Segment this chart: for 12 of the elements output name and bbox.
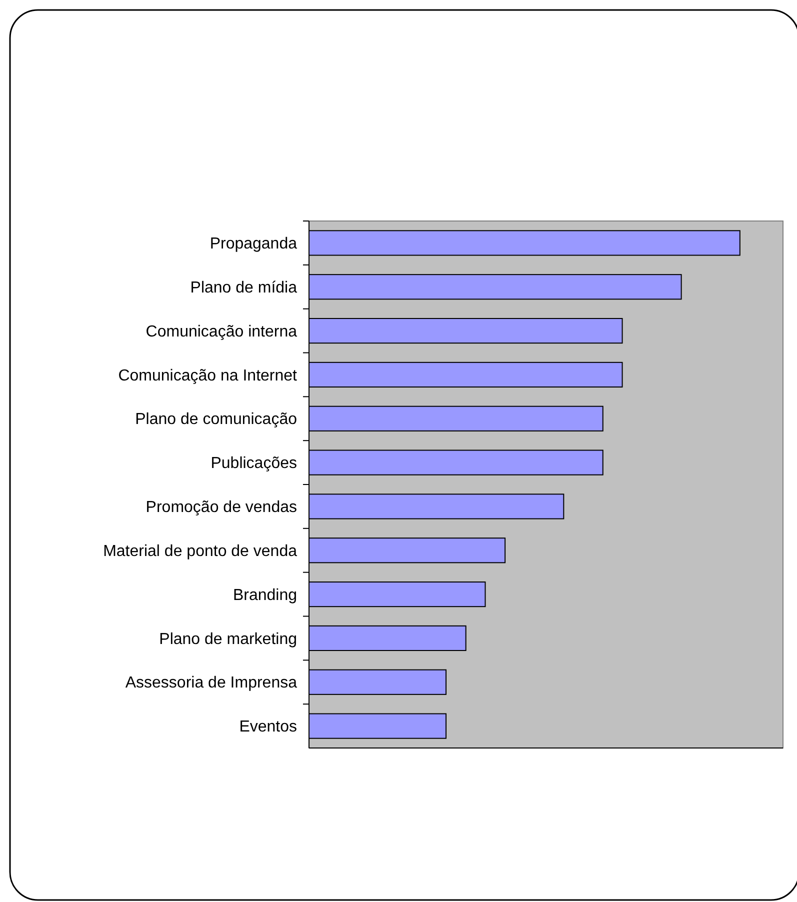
- y-tick-label: Plano de marketing: [159, 630, 297, 648]
- y-tick-label: Publicações: [210, 455, 297, 472]
- y-tick-label: Eventos: [239, 718, 297, 736]
- y-tick-label: Branding: [232, 586, 297, 604]
- y-tick-label: Propaganda: [210, 236, 298, 253]
- y-tick-label: Comunicação na Internet: [118, 367, 298, 384]
- y-tick-label: Assessoria de Imprensa: [125, 674, 298, 692]
- y-tick-label: Promoção de vendas: [146, 499, 297, 516]
- y-tick-label: Plano de mídia: [190, 279, 298, 296]
- y-tick-label: Plano de comunicação: [135, 411, 298, 428]
- y-tick-label: Material de ponto de venda: [103, 542, 298, 560]
- y-tick-label: Comunicação interna: [146, 323, 298, 340]
